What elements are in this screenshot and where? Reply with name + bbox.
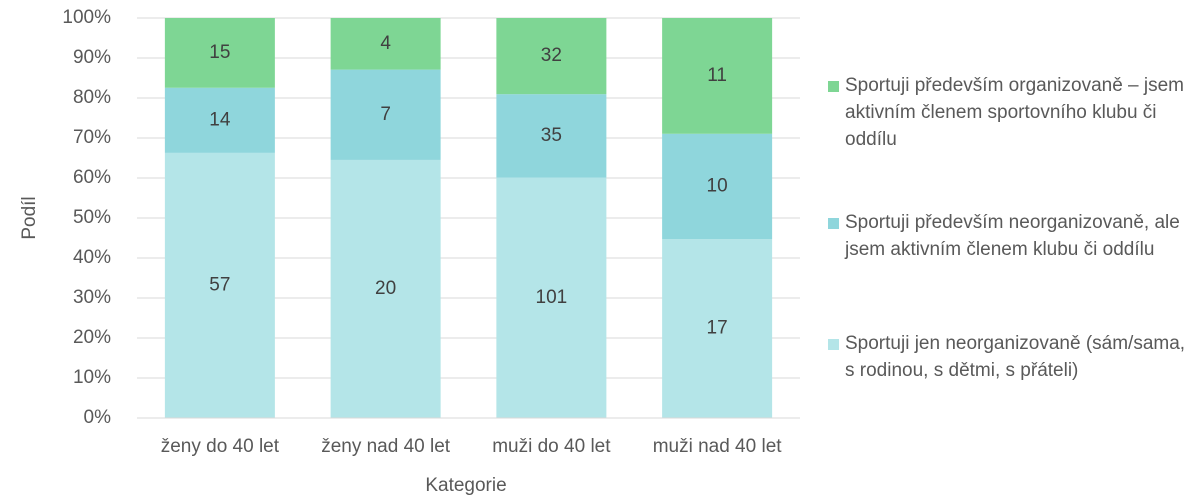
y-tick-label: 100%	[62, 7, 111, 28]
legend-swatch	[828, 218, 839, 229]
bar-segment	[662, 18, 773, 134]
data-label: 32	[541, 45, 562, 66]
data-label: 15	[209, 42, 230, 63]
legend-item: Sportuji především organizovaně – jsem a…	[828, 72, 1188, 153]
legend-item: Sportuji jen neorganizovaně (sám/sama, s…	[828, 330, 1188, 384]
bar-segment	[496, 94, 607, 178]
data-label: 14	[209, 109, 231, 130]
legend-swatch	[828, 339, 839, 350]
data-label: 4	[380, 33, 391, 54]
data-label: 10	[707, 175, 728, 196]
x-tick-label: ženy do 40 let	[161, 436, 280, 457]
legend-label: Sportuji především organizovaně – jsem a…	[845, 75, 1185, 150]
y-tick-label: 90%	[73, 47, 111, 68]
y-tick-label: 0%	[84, 407, 112, 428]
y-axis-title: Podíl	[19, 196, 40, 239]
bar-segment	[496, 18, 607, 95]
x-tick-label: muži do 40 let	[492, 436, 611, 457]
y-tick-label: 50%	[73, 207, 111, 228]
legend-swatch	[828, 81, 839, 92]
data-label: 17	[707, 318, 728, 339]
y-tick-label: 60%	[73, 167, 111, 188]
data-label: 11	[707, 65, 727, 86]
bar-segment	[164, 152, 275, 418]
y-tick-label: 40%	[73, 247, 111, 268]
y-tick-label: 20%	[73, 327, 111, 348]
legend-label: Sportuji jen neorganizovaně (sám/sama, s…	[845, 333, 1186, 381]
data-label: 57	[209, 274, 230, 295]
data-label: 20	[375, 278, 396, 299]
bar-segment	[330, 159, 441, 418]
bar-segment	[330, 69, 441, 160]
data-label: 7	[380, 104, 391, 125]
x-tick-label: muži nad 40 let	[653, 436, 783, 457]
data-label: 101	[536, 287, 568, 308]
bar-segment	[662, 239, 773, 418]
x-tick-label: ženy nad 40 let	[321, 436, 451, 457]
y-tick-label: 80%	[73, 87, 111, 108]
bar-segment	[496, 177, 607, 418]
bar-segment	[330, 18, 441, 70]
y-tick-label: 30%	[73, 287, 111, 308]
bar-segment	[164, 87, 275, 153]
x-axis-title: Kategorie	[425, 475, 506, 496]
y-tick-label: 70%	[73, 127, 111, 148]
data-label: 35	[541, 125, 562, 146]
bar-segment	[662, 133, 773, 240]
legend-item: Sportuji především neorganizovaně, ale j…	[828, 209, 1188, 263]
y-tick-label: 10%	[73, 367, 111, 388]
bar-segment	[164, 18, 275, 88]
legend-label: Sportuji především neorganizovaně, ale j…	[845, 212, 1180, 260]
